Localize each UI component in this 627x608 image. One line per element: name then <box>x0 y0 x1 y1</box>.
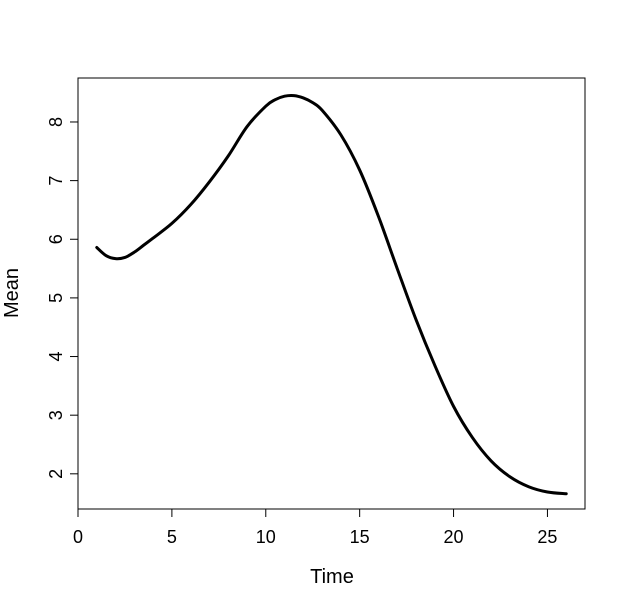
x-tick-label: 10 <box>256 527 276 547</box>
x-tick-label: 20 <box>444 527 464 547</box>
y-axis: 2 3 4 5 6 7 8 <box>46 117 79 479</box>
y-tick-label: 4 <box>46 352 66 362</box>
y-axis-label: Mean <box>1 268 23 318</box>
x-axis-label: Time <box>310 566 354 588</box>
x-tick-label: 25 <box>537 527 557 547</box>
y-tick-label: 5 <box>46 293 66 303</box>
y-tick-label: 2 <box>46 469 66 479</box>
mean-curve <box>95 93 568 496</box>
x-axis: 0 5 10 15 20 25 <box>73 508 557 547</box>
y-tick-label: 7 <box>46 176 66 186</box>
y-tick-label: 6 <box>46 234 66 244</box>
y-tick-label: 8 <box>46 117 66 127</box>
x-tick-label: 15 <box>350 527 370 547</box>
x-tick-label: 0 <box>73 527 83 547</box>
plot-box <box>77 77 586 510</box>
y-tick-label: 3 <box>46 410 66 420</box>
x-tick-label: 5 <box>167 527 177 547</box>
